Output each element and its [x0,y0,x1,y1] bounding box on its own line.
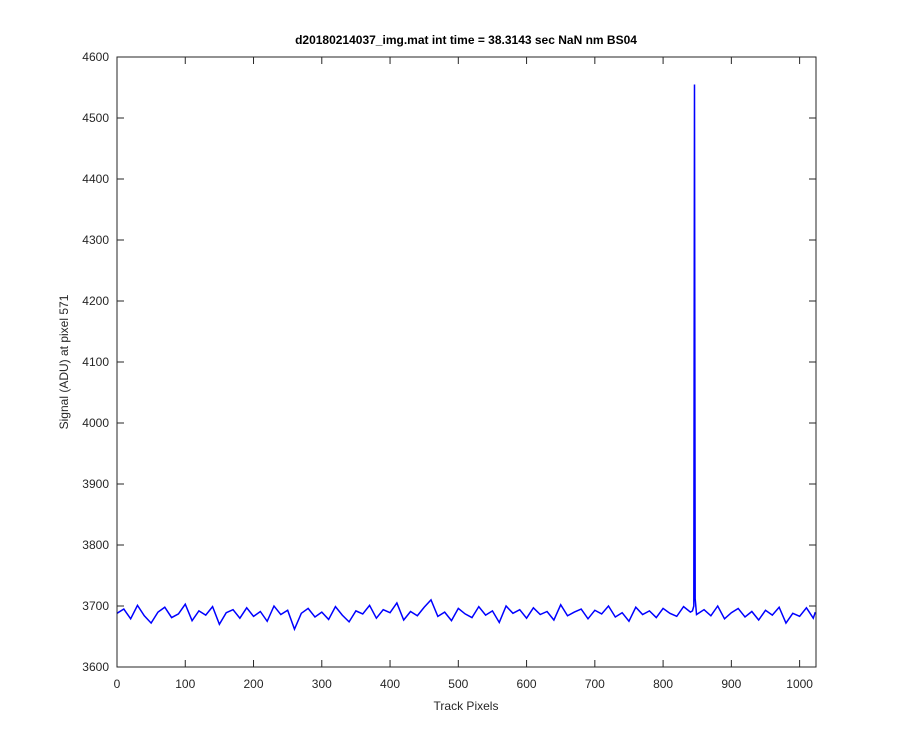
y-tick-label: 4500 [82,111,109,125]
x-tick-label: 0 [114,677,121,691]
x-tick-label: 300 [312,677,332,691]
x-axis-label: Track Pixels [434,699,499,713]
x-tick-label: 500 [448,677,468,691]
x-tick-label: 200 [244,677,264,691]
x-tick-label: 600 [517,677,537,691]
y-tick-label: 4000 [82,416,109,430]
y-tick-label: 4600 [82,50,109,64]
x-tick-label: 1000 [786,677,813,691]
x-tick-label: 800 [653,677,673,691]
y-tick-label: 3800 [82,538,109,552]
plot-frame [116,56,817,668]
x-tick-label: 900 [721,677,741,691]
y-axis-label: Signal (ADU) at pixel 571 [57,294,71,429]
x-tick-label: 700 [585,677,605,691]
data-line [116,84,817,632]
y-tick-label: 4400 [82,172,109,186]
y-tick-label: 3600 [82,660,109,674]
chart-title: d20180214037_img.mat int time = 38.3143 … [295,33,637,47]
y-tick-label: 4200 [82,294,109,308]
y-tick-label: 4100 [82,355,109,369]
y-tick-label: 4300 [82,233,109,247]
y-tick-label: 3700 [82,599,109,613]
x-tick-label: 100 [175,677,195,691]
x-tick-label: 400 [380,677,400,691]
y-tick-label: 3900 [82,477,109,491]
